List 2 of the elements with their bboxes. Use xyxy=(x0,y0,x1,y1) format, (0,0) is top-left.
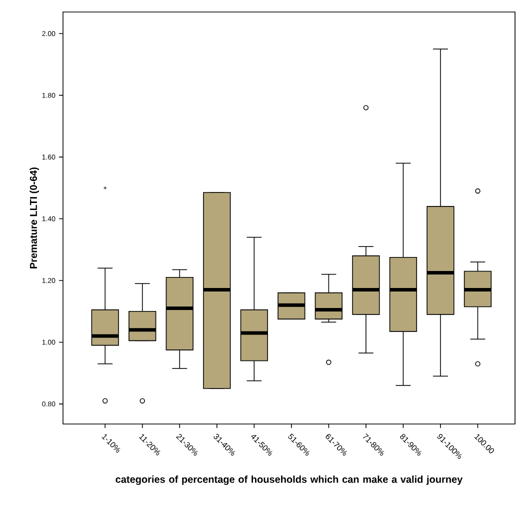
x-axis-title: categories of percentage of households which can make a valid journey xyxy=(116,476,463,485)
y-axis-title: Premature LLTI (0-64) xyxy=(30,167,39,268)
